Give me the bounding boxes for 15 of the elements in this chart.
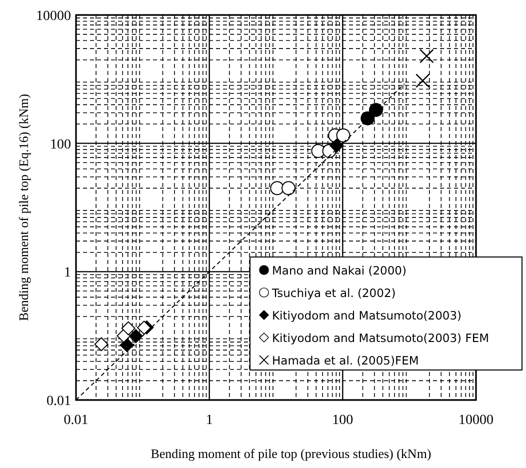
- y-tick-label: 1: [64, 266, 71, 281]
- y-tick-label: 0.01: [46, 394, 71, 409]
- legend-label: Tsuchiya et al. (2002): [271, 286, 396, 300]
- legend-label: Kitiyodom and Matsumoto(2003): [272, 308, 462, 322]
- x-axis-title: Bending moment of pile top (previous studies) (kNm): [150, 446, 432, 461]
- legend-label: Mano and Nakai (2000): [272, 264, 406, 278]
- y-tick-label: 100: [50, 137, 71, 152]
- x-tick-label: 1: [206, 413, 213, 428]
- y-tick-label: 10000: [36, 9, 71, 24]
- legend-label: Hamada et al. (2005)FEM: [272, 354, 419, 368]
- legend-label: Kitiyodom and Matsumoto(2003) FEM: [272, 331, 490, 345]
- y-axis-title: Bending moment of pile top (Eq.16) (kNm): [16, 94, 31, 322]
- x-tick-label: 100: [332, 413, 354, 428]
- x-tick-label: 10000: [458, 413, 494, 428]
- x-tick-label: 0.01: [64, 413, 88, 428]
